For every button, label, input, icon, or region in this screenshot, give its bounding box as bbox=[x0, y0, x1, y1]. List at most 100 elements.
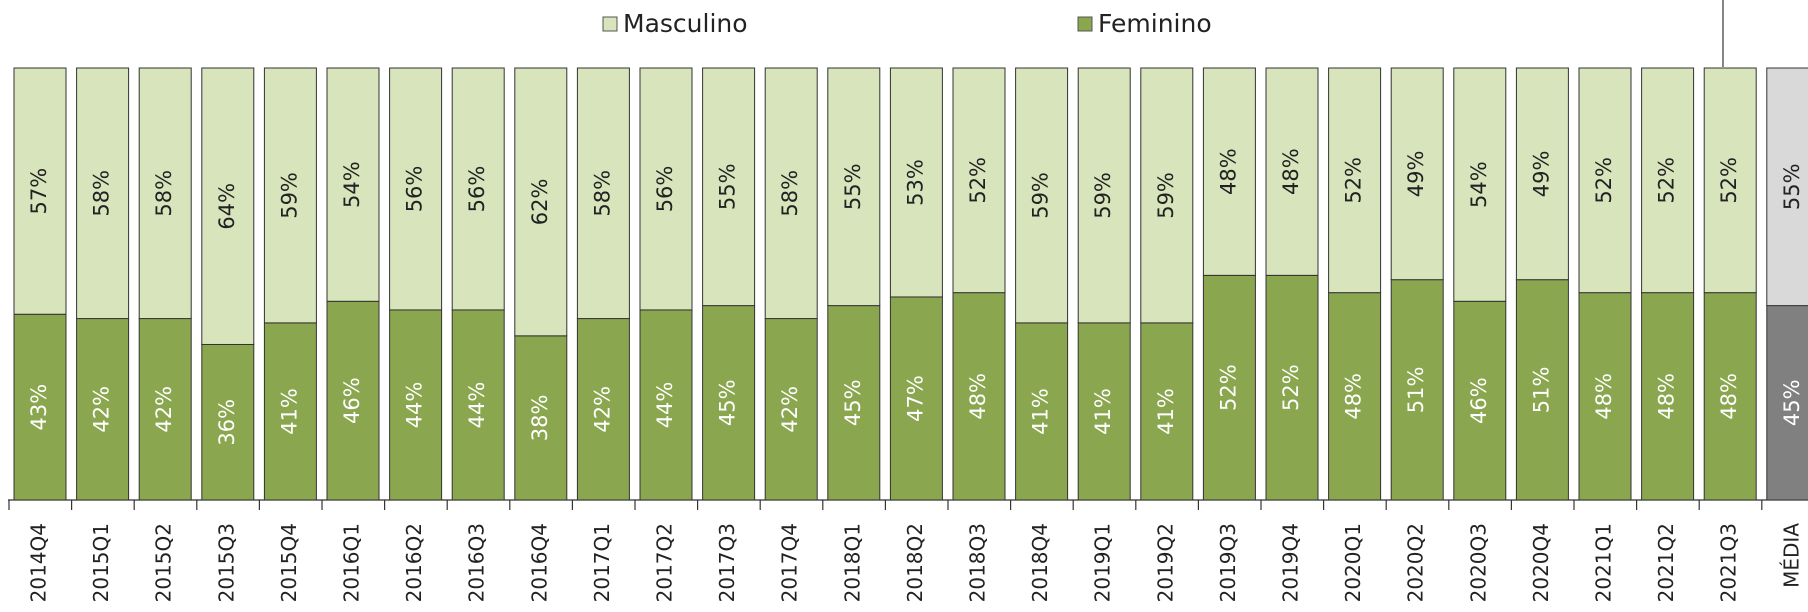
bar-segment bbox=[201, 343, 255, 501]
value-label: 41% bbox=[277, 388, 301, 435]
value-label: 46% bbox=[1467, 377, 1491, 424]
x-tick-label: 2017Q1 bbox=[590, 523, 614, 602]
x-tick-label: 2020Q4 bbox=[1529, 523, 1553, 602]
value-label: 45% bbox=[841, 379, 865, 426]
value-label: 52% bbox=[1655, 157, 1679, 204]
bar-segment bbox=[1766, 67, 1808, 307]
value-label: 52% bbox=[1342, 157, 1366, 204]
x-tick-label: 2016Q3 bbox=[465, 523, 489, 602]
bar-segment bbox=[1077, 67, 1131, 324]
bar-segment bbox=[451, 67, 505, 311]
bar-segment bbox=[1140, 67, 1194, 324]
bar-segment bbox=[827, 67, 881, 307]
value-label: 47% bbox=[903, 375, 927, 422]
value-label: 41% bbox=[1154, 388, 1178, 435]
bar-segment bbox=[889, 67, 943, 298]
bar-segment bbox=[1703, 292, 1757, 501]
bar-segment bbox=[326, 67, 380, 302]
value-label: 62% bbox=[528, 179, 552, 226]
x-tick-label: MÉDIA bbox=[1779, 523, 1803, 588]
bar-segment bbox=[1453, 67, 1507, 302]
x-tick-label: 2015Q3 bbox=[214, 523, 238, 602]
value-label: 52% bbox=[1216, 364, 1240, 411]
x-tick-label: 2015Q4 bbox=[277, 523, 301, 602]
value-label: 56% bbox=[465, 166, 489, 213]
x-tick-label: 2015Q1 bbox=[89, 523, 113, 602]
value-label: 58% bbox=[590, 170, 614, 217]
value-label: 48% bbox=[966, 373, 990, 420]
value-label: 51% bbox=[1529, 366, 1553, 413]
x-tick-label: 2016Q2 bbox=[402, 523, 426, 602]
value-label: 36% bbox=[215, 399, 239, 446]
value-label: 57% bbox=[27, 168, 51, 215]
x-tick-label: 2021Q1 bbox=[1592, 523, 1616, 602]
bar-segment bbox=[1015, 67, 1069, 324]
value-label: 49% bbox=[1529, 150, 1553, 197]
value-label: 48% bbox=[1592, 373, 1616, 420]
x-tick-label: 2021Q2 bbox=[1654, 523, 1678, 602]
bar-segment bbox=[1390, 279, 1444, 501]
value-label: 52% bbox=[1279, 364, 1303, 411]
bar-segment bbox=[639, 309, 693, 501]
value-label: 46% bbox=[340, 377, 364, 424]
bar-segment bbox=[389, 67, 443, 311]
x-tick-label: 2017Q4 bbox=[778, 523, 802, 602]
value-label: 45% bbox=[1780, 379, 1804, 426]
value-label: 41% bbox=[1029, 388, 1053, 435]
bar-segment bbox=[702, 67, 756, 307]
x-tick-label: 2016Q4 bbox=[527, 523, 551, 602]
bar-segment bbox=[1578, 67, 1632, 294]
value-label: 42% bbox=[590, 386, 614, 433]
value-label: 38% bbox=[528, 395, 552, 442]
bar-segment bbox=[702, 305, 756, 501]
bar-segment bbox=[514, 67, 568, 337]
bar-segment bbox=[576, 318, 630, 501]
bar-segment bbox=[1578, 292, 1632, 501]
value-label: 42% bbox=[778, 386, 802, 433]
bar-segment bbox=[201, 67, 255, 345]
value-label: 53% bbox=[903, 159, 927, 206]
bar-segment bbox=[1328, 292, 1382, 501]
value-label: 58% bbox=[152, 170, 176, 217]
value-label: 56% bbox=[653, 166, 677, 213]
bar-segment bbox=[1077, 322, 1131, 501]
bar-segment bbox=[1641, 292, 1695, 501]
bar-segment bbox=[1202, 274, 1256, 501]
x-tick-label: 2018Q4 bbox=[1028, 523, 1052, 602]
bar-segment bbox=[263, 322, 317, 501]
value-label: 48% bbox=[1717, 373, 1741, 420]
bar-segment bbox=[389, 309, 443, 501]
bar-segment bbox=[1453, 300, 1507, 501]
value-label: 42% bbox=[90, 386, 114, 433]
legend-swatch bbox=[602, 16, 618, 32]
bar-segment bbox=[1641, 67, 1695, 294]
bar-segment bbox=[1390, 67, 1444, 281]
bar-segment bbox=[1328, 67, 1382, 294]
x-tick-label: 2018Q2 bbox=[903, 523, 927, 602]
x-tick-label: 2019Q3 bbox=[1216, 523, 1240, 602]
x-tick-label: 2020Q2 bbox=[1404, 523, 1428, 602]
x-tick-label: 2017Q3 bbox=[715, 523, 739, 602]
value-label: 54% bbox=[340, 161, 364, 208]
bar-segment bbox=[764, 67, 818, 320]
value-label: 48% bbox=[1342, 373, 1366, 420]
bar-segment bbox=[639, 67, 693, 311]
value-label: 41% bbox=[1091, 388, 1115, 435]
bar-segment bbox=[1703, 67, 1757, 294]
value-label: 44% bbox=[465, 382, 489, 429]
value-label: 64% bbox=[215, 183, 239, 230]
value-label: 54% bbox=[1467, 161, 1491, 208]
value-label: 48% bbox=[1655, 373, 1679, 420]
x-tick-label: 2020Q1 bbox=[1341, 523, 1365, 602]
value-label: 52% bbox=[1592, 157, 1616, 204]
bar-segment bbox=[1140, 322, 1194, 501]
value-label: 55% bbox=[1780, 163, 1804, 210]
value-label: 59% bbox=[1154, 172, 1178, 219]
x-tick-label: 2019Q1 bbox=[1091, 523, 1115, 602]
bar-segment bbox=[1265, 67, 1319, 276]
bar-segment bbox=[1265, 274, 1319, 501]
legend-label: Feminino bbox=[1098, 9, 1212, 38]
value-label: 56% bbox=[403, 166, 427, 213]
value-label: 44% bbox=[403, 382, 427, 429]
